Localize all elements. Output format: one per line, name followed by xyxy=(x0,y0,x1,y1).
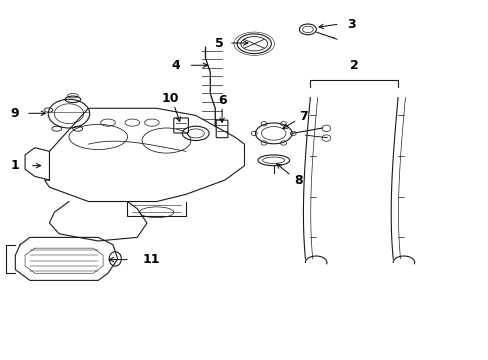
Text: 5: 5 xyxy=(214,36,223,50)
Text: 3: 3 xyxy=(347,18,355,31)
Text: 8: 8 xyxy=(293,174,302,186)
Text: 6: 6 xyxy=(217,94,226,107)
Text: 2: 2 xyxy=(349,59,358,72)
Text: 4: 4 xyxy=(171,59,180,72)
Text: 10: 10 xyxy=(161,93,178,105)
Text: 11: 11 xyxy=(142,253,159,266)
Text: 1: 1 xyxy=(11,159,20,172)
Text: 7: 7 xyxy=(299,110,308,123)
Text: 9: 9 xyxy=(10,107,19,120)
